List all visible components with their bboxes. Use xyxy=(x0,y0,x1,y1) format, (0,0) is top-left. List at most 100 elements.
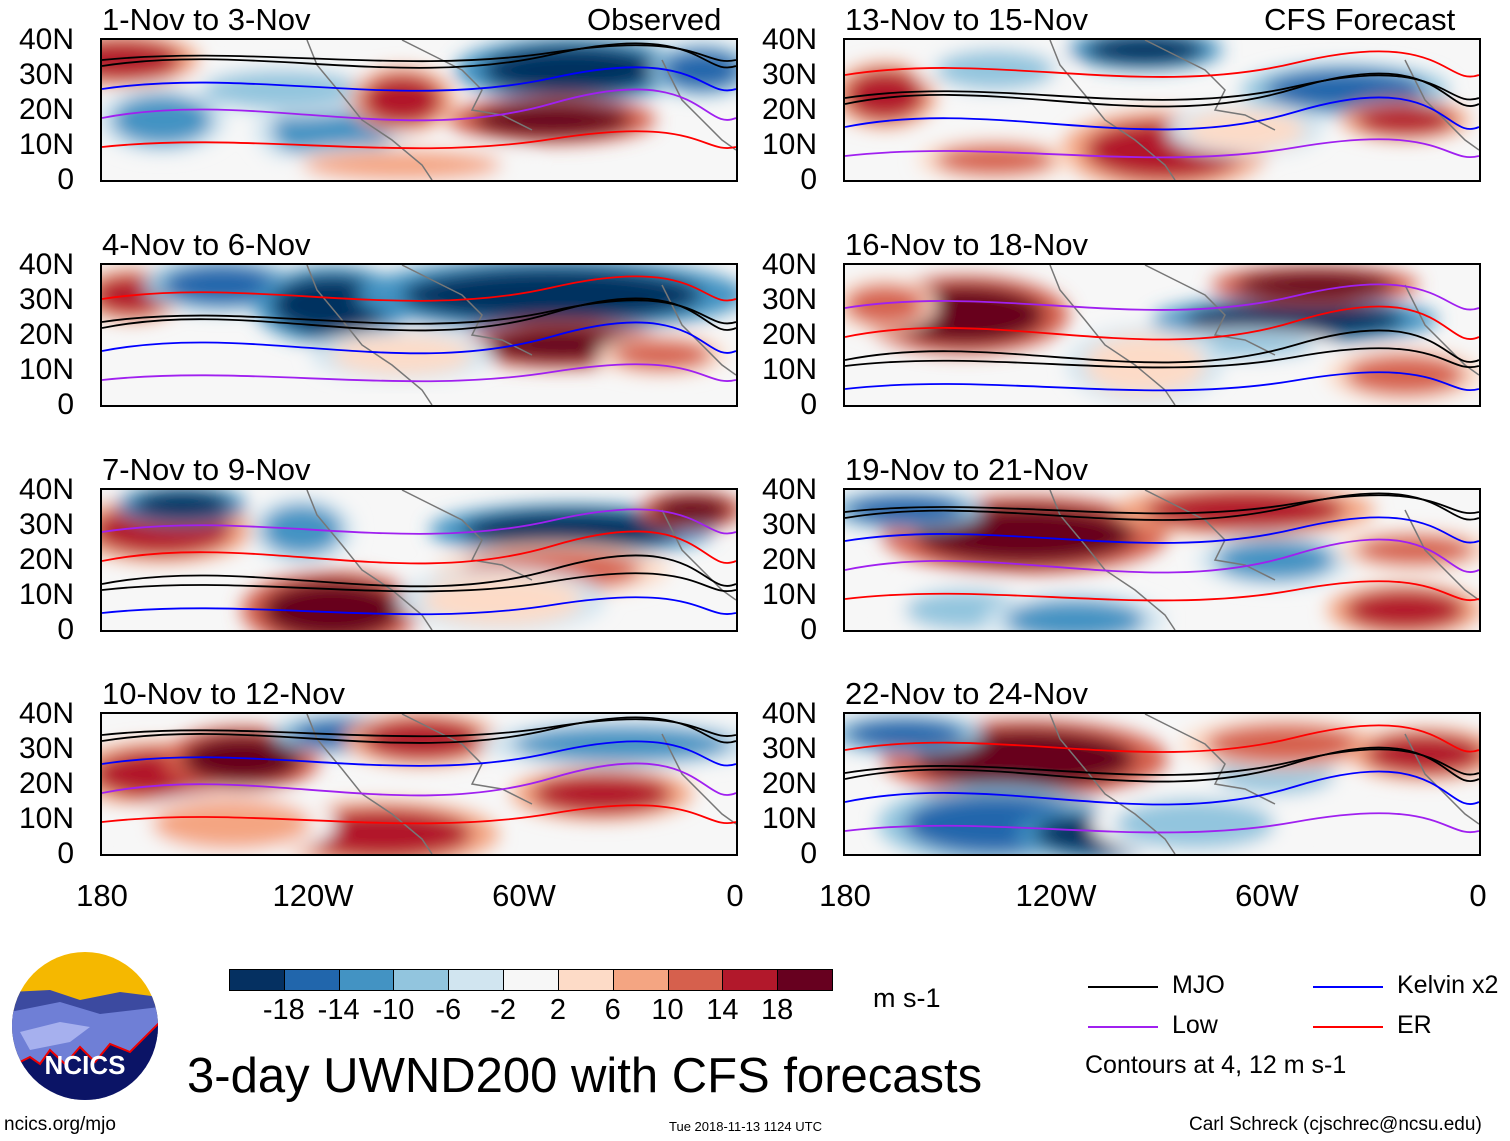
lon-label: 120W xyxy=(1015,878,1097,913)
wind-map xyxy=(102,714,736,854)
lat-label: 30N xyxy=(761,732,817,765)
wind-map xyxy=(845,265,1479,405)
wind-map xyxy=(845,490,1479,630)
wind-anomaly-region xyxy=(292,809,472,854)
wind-anomaly-region xyxy=(1235,270,1395,300)
lat-label: 40N xyxy=(761,23,817,56)
lat-label: 20N xyxy=(761,93,817,126)
wind-anomaly-region xyxy=(202,70,362,110)
lat-label: 0 xyxy=(800,837,817,870)
legend-label: Low xyxy=(1172,1011,1218,1039)
lat-label: 20N xyxy=(18,93,74,126)
lon-label: 60W xyxy=(1235,878,1299,913)
contour-line xyxy=(845,50,1479,78)
lat-label: 30N xyxy=(761,58,817,91)
contour-line xyxy=(102,275,736,302)
lat-label: 30N xyxy=(18,58,74,91)
lat-label: 30N xyxy=(18,283,74,316)
lat-label: 20N xyxy=(761,767,817,800)
lat-label: 10N xyxy=(18,802,74,835)
lat-label: 30N xyxy=(761,283,817,316)
colorbar-label: 6 xyxy=(604,994,621,1026)
contour-line xyxy=(102,804,736,825)
lon-label: 180 xyxy=(76,878,128,913)
wind-anomaly-region xyxy=(1345,590,1465,630)
lat-label: 20N xyxy=(761,543,817,576)
contour-line xyxy=(102,740,736,767)
lat-label: 40N xyxy=(761,697,817,730)
figure-title: 3-day UWND200 with CFS forecasts xyxy=(187,1049,983,1103)
svg-text:NCICS: NCICS xyxy=(45,1050,126,1080)
colorbar-swatch xyxy=(338,969,395,991)
panel-title: 16-Nov to 18-Nov xyxy=(845,227,1088,262)
contour-line xyxy=(845,492,1479,521)
wind-anomaly-region xyxy=(362,719,482,759)
coastline xyxy=(1049,714,1479,854)
contour-line xyxy=(102,299,736,325)
map-panel xyxy=(100,263,738,407)
lat-label: 40N xyxy=(761,473,817,506)
lat-label: 30N xyxy=(18,732,74,765)
forecast-label: CFS Forecast xyxy=(1264,2,1456,37)
lat-label: 0 xyxy=(800,388,817,421)
wind-anomaly-region xyxy=(332,335,472,375)
footer-credit: Carl Schreck (cjschrec@ncsu.edu) xyxy=(1189,1114,1482,1135)
colorbar-swatch xyxy=(503,969,559,991)
lat-label: 20N xyxy=(761,318,817,351)
ncics-logo: NCICS xyxy=(10,952,160,1102)
colorbar-label: -6 xyxy=(435,994,462,1026)
wind-anomaly-region xyxy=(1005,600,1145,630)
wind-anomaly-region xyxy=(532,774,672,814)
lat-label: 40N xyxy=(18,23,74,56)
wind-anomaly-region xyxy=(512,726,732,762)
panel-title: 1-Nov to 3-Nov xyxy=(102,2,311,37)
contour-line xyxy=(102,596,736,616)
legend-label: MJO xyxy=(1172,971,1225,999)
colorbar-swatch xyxy=(393,969,450,991)
wind-anomaly-region xyxy=(845,70,925,120)
lat-label: 10N xyxy=(761,578,817,611)
wind-anomaly-region xyxy=(1115,799,1275,849)
colorbar-label: 2 xyxy=(549,994,566,1026)
wind-anomaly-region xyxy=(1185,302,1405,338)
wind-anomaly-region xyxy=(1265,70,1425,110)
colorbar-swatch xyxy=(557,969,614,991)
observed-label: Observed xyxy=(587,2,722,37)
legend-label: Kelvin x2 xyxy=(1397,971,1499,999)
wind-map xyxy=(102,265,736,405)
contour-line xyxy=(845,812,1479,834)
colorbar-label: -18 xyxy=(262,994,305,1026)
lat-label: 0 xyxy=(57,163,74,196)
wind-anomaly-region xyxy=(612,340,712,370)
contour-line xyxy=(845,746,1479,783)
wind-map xyxy=(845,40,1479,180)
map-panel xyxy=(843,263,1481,407)
coastline xyxy=(1049,40,1479,180)
wind-anomaly-region xyxy=(132,490,232,520)
lat-label: 40N xyxy=(761,248,817,281)
wind-anomaly-region xyxy=(262,580,402,630)
colorbar-swatch xyxy=(283,969,340,991)
lat-label: 10N xyxy=(761,353,817,386)
contour-line xyxy=(845,516,1479,544)
wind-anomaly-region xyxy=(462,510,682,550)
lat-label: 20N xyxy=(18,767,74,800)
colorbar-swatch xyxy=(722,969,779,991)
lat-label: 0 xyxy=(800,163,817,196)
wind-anomaly-region xyxy=(845,285,925,325)
contour-line xyxy=(102,44,736,63)
contour-line xyxy=(102,88,736,122)
map-panel xyxy=(843,38,1481,182)
lon-label: 0 xyxy=(1469,878,1487,913)
lat-label: 10N xyxy=(18,128,74,161)
contour-line xyxy=(845,72,1479,108)
wind-anomaly-region xyxy=(1085,40,1205,65)
wind-anomaly-region xyxy=(1355,535,1475,565)
map-panel xyxy=(100,38,738,182)
panel-title: 19-Nov to 21-Nov xyxy=(845,452,1088,487)
contour-line xyxy=(102,718,736,738)
contour-line xyxy=(102,363,736,383)
footer-url[interactable]: ncics.org/mjo xyxy=(4,1114,116,1135)
lat-label: 10N xyxy=(18,578,74,611)
